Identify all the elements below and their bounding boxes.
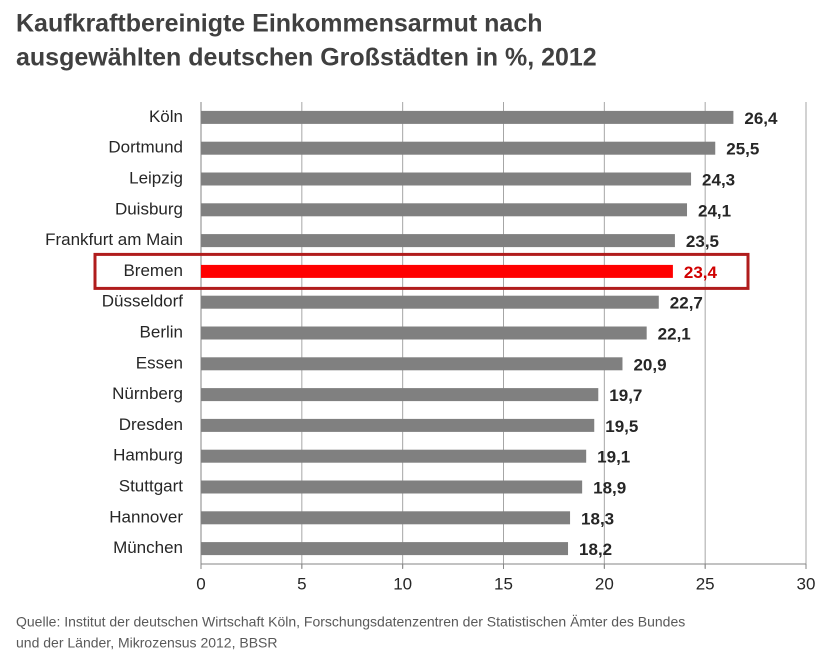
bar: [201, 110, 734, 124]
bar: [201, 234, 675, 248]
x-tick-label: 0: [196, 574, 205, 593]
category-label: Bremen: [123, 261, 183, 280]
bar: [201, 511, 571, 525]
x-tick-label: 20: [595, 574, 614, 593]
category-label: Dresden: [119, 415, 183, 434]
value-label: 23,4: [684, 263, 718, 282]
x-tick-label: 10: [393, 574, 412, 593]
highlight-box: [93, 252, 750, 290]
bar: [201, 203, 688, 217]
bar: [201, 388, 599, 402]
bar: [201, 449, 587, 463]
category-label: Leipzig: [129, 168, 183, 187]
value-label: 24,1: [698, 201, 731, 220]
bar: [201, 357, 623, 371]
value-label: 19,7: [609, 386, 642, 405]
chart-title: Kaufkraftbereinigte Einkommensarmut nach: [16, 10, 543, 38]
value-label: 19,5: [605, 417, 638, 436]
bar: [201, 480, 583, 494]
category-label: Hamburg: [113, 446, 183, 465]
category-label: Stuttgart: [119, 476, 184, 495]
chart-title: ausgewählten deutschen Großstädten in %,…: [16, 44, 597, 72]
category-label: München: [113, 538, 183, 557]
bar: [201, 542, 569, 556]
bar: [201, 264, 673, 278]
category-label: Frankfurt am Main: [45, 230, 183, 249]
value-label: 22,1: [658, 324, 691, 343]
source-note: und der Länder, Mikrozensus 2012, BBSR: [16, 635, 278, 651]
value-label: 23,5: [686, 232, 719, 251]
bar: [201, 141, 716, 155]
value-label: 26,4: [744, 109, 778, 128]
category-label: Düsseldorf: [102, 292, 184, 311]
bar: [201, 295, 659, 309]
category-label: Essen: [136, 353, 183, 372]
x-tick-label: 15: [494, 574, 513, 593]
value-label: 18,2: [579, 540, 612, 559]
value-label: 22,7: [670, 294, 703, 313]
value-label: 18,9: [593, 478, 626, 497]
category-label: Berlin: [140, 322, 183, 341]
value-label: 25,5: [726, 140, 759, 159]
category-label: Köln: [149, 107, 183, 126]
x-tick-label: 5: [297, 574, 306, 593]
bar: [201, 172, 692, 186]
category-label: Hannover: [109, 507, 183, 526]
source-note: Quelle: Institut der deutschen Wirtschaf…: [16, 614, 685, 630]
category-label: Duisburg: [115, 199, 183, 218]
value-label: 24,3: [702, 170, 735, 189]
x-tick-label: 30: [797, 574, 816, 593]
value-label: 18,3: [581, 509, 614, 528]
value-label: 20,9: [633, 355, 666, 374]
bar: [201, 418, 595, 432]
category-label: Nürnberg: [112, 384, 183, 403]
bar: [201, 326, 647, 340]
value-label: 19,1: [597, 448, 630, 467]
x-tick-label: 25: [696, 574, 715, 593]
category-label: Dortmund: [108, 138, 183, 157]
